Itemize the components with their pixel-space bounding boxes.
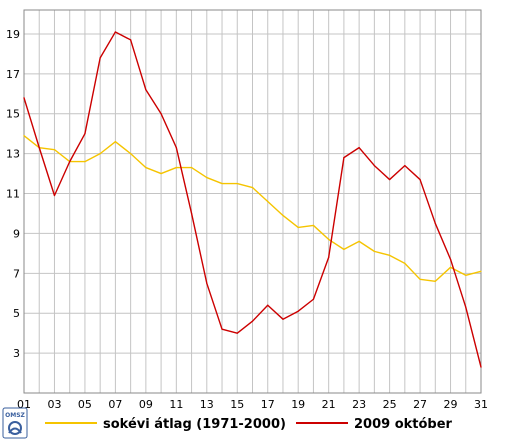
data-point: [434, 280, 436, 282]
y-tick-label: 15: [6, 108, 20, 121]
data-point: [297, 226, 299, 229]
data-point: [251, 186, 254, 189]
data-point: [23, 135, 25, 137]
x-tick-label: 23: [352, 398, 366, 411]
x-tick-label: 27: [413, 398, 427, 411]
data-point: [114, 141, 116, 143]
data-point: [84, 161, 86, 163]
y-tick-label: 11: [6, 188, 20, 201]
data-point: [358, 147, 360, 149]
omsz-logo: OMSZ: [2, 407, 28, 439]
x-tick-label: 05: [78, 398, 92, 411]
data-point: [312, 298, 315, 300]
data-point: [130, 39, 132, 41]
data-point: [282, 318, 284, 320]
data-point: [53, 194, 56, 197]
data-point: [145, 89, 147, 91]
data-point: [419, 278, 421, 280]
x-tick-label: 11: [169, 398, 183, 411]
x-tick-label: 21: [322, 398, 336, 411]
data-point: [389, 178, 391, 181]
data-point: [251, 320, 254, 322]
x-tick-label: 29: [444, 398, 458, 411]
data-point: [53, 149, 56, 151]
data-point: [343, 248, 345, 250]
data-point: [404, 164, 406, 167]
data-point: [221, 328, 223, 330]
data-point: [160, 172, 162, 175]
x-tick-label: 25: [383, 398, 397, 411]
data-point: [449, 266, 452, 268]
data-point: [99, 153, 101, 155]
data-point: [328, 256, 330, 258]
data-point: [190, 212, 193, 215]
y-tick-label: 17: [6, 68, 20, 81]
data-point: [236, 182, 238, 185]
x-tick-label: 03: [47, 398, 61, 411]
data-point: [69, 161, 71, 163]
legend-label-2: 2009 október: [354, 417, 453, 432]
data-point: [221, 182, 223, 185]
x-tick-label: 31: [474, 398, 488, 411]
x-tick-label: 19: [291, 398, 305, 411]
y-tick-label: 7: [13, 267, 20, 280]
grid: [23, 10, 482, 393]
x-axis-ticks: 01 03 05 07 09 11 13 15 17 19 21 23 25 27 29 31: [17, 398, 488, 411]
y-axis-ticks: 3 5 7 9 11 13 15 17 19: [6, 28, 20, 360]
plot-frame: [23, 9, 482, 394]
data-point: [373, 250, 375, 252]
data-point: [160, 113, 162, 115]
data-point: [480, 366, 482, 368]
data-point: [130, 153, 132, 155]
data-point: [389, 254, 391, 256]
x-tick-label: 09: [139, 398, 153, 411]
data-point: [419, 178, 421, 181]
data-point: [373, 164, 375, 167]
logo-text: OMSZ: [5, 412, 25, 419]
x-tick-label: 15: [230, 398, 244, 411]
data-point: [312, 224, 315, 227]
data-point: [480, 270, 482, 272]
legend-label-1: sokévi átlag (1971-2000): [103, 417, 286, 432]
x-tick-label: 13: [200, 398, 214, 411]
data-point: [267, 200, 269, 203]
data-point: [328, 238, 330, 241]
data-point: [465, 306, 467, 308]
data-point: [175, 166, 177, 169]
x-tick-label: 17: [261, 398, 275, 411]
data-point: [175, 147, 177, 149]
data-point: [190, 166, 193, 169]
y-tick-label: 5: [13, 307, 20, 320]
data-point: [145, 166, 147, 169]
y-tick-label: 3: [13, 347, 20, 360]
data-point: [84, 133, 86, 135]
data-point: [434, 222, 436, 225]
data-point: [282, 214, 284, 217]
series-layer: [23, 31, 482, 368]
x-tick-label: 07: [108, 398, 122, 411]
data-point: [267, 304, 269, 306]
data-point: [297, 310, 299, 312]
data-point: [236, 332, 238, 334]
data-point: [358, 240, 360, 242]
data-point: [404, 262, 406, 264]
legend: sokévi átlag (1971-2000) 2009 október: [45, 417, 453, 432]
data-point: [206, 282, 208, 284]
data-point: [99, 57, 101, 59]
data-point: [449, 258, 452, 260]
data-point: [23, 97, 25, 99]
y-tick-label: 9: [13, 227, 20, 240]
data-point: [114, 31, 116, 33]
data-point: [206, 176, 208, 179]
data-point: [38, 147, 40, 149]
y-tick-label: 13: [6, 148, 20, 161]
y-tick-label: 19: [6, 28, 20, 41]
data-point: [465, 274, 467, 276]
data-point: [343, 157, 345, 159]
